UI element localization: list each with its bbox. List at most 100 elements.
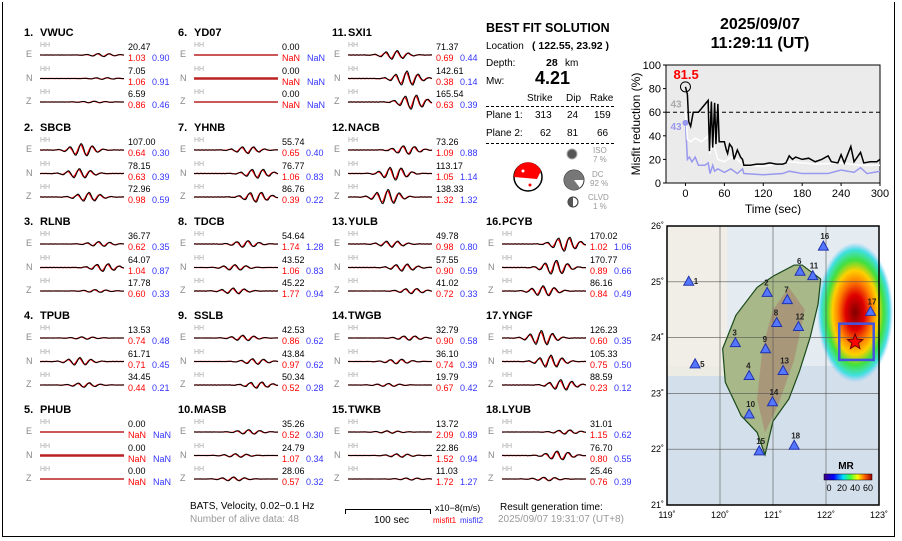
station-marker-icon[interactable]	[777, 364, 789, 376]
station-number: 6.	[178, 27, 188, 39]
station-marker-icon[interactable]	[792, 320, 805, 331]
observed-trace	[40, 77, 124, 80]
station-waveforms	[347, 145, 433, 205]
station-marker-icon[interactable]	[753, 444, 766, 456]
station-marker-icon[interactable]	[729, 336, 742, 348]
component-label: Z	[26, 285, 32, 295]
misfit2-value: NaN	[153, 453, 172, 464]
station-marker-label: 14	[769, 388, 778, 397]
station-marker-icon[interactable]	[689, 357, 701, 369]
station-marker-icon[interactable]	[806, 269, 819, 281]
station-marker-icon[interactable]	[759, 342, 772, 354]
station-waveforms	[193, 334, 279, 389]
observed-trace	[347, 453, 432, 458]
observed-trace	[501, 354, 587, 368]
misfit1-value: 0.23	[590, 383, 608, 393]
misfit2-value: 0.33	[152, 289, 170, 299]
colorbar-tick-label: 0	[826, 483, 831, 493]
band-label: HH	[194, 466, 205, 473]
station-marker-icon[interactable]	[817, 240, 830, 251]
x-tick-label: 240	[832, 188, 850, 200]
band-label: HH	[40, 325, 51, 332]
station-marker-icon[interactable]	[743, 369, 755, 381]
station-marker-icon[interactable]	[794, 265, 806, 276]
band-label: HH	[348, 231, 359, 238]
amplitude-value: 88.59	[590, 372, 613, 382]
amplitude-value: 76.70	[590, 442, 613, 453]
event-date: 2025/09/07	[719, 16, 801, 33]
search-region-box	[838, 322, 875, 362]
observed-trace	[347, 94, 433, 111]
station-name: SBCB	[40, 122, 72, 134]
station-marker-icon[interactable]	[770, 316, 783, 328]
misfit2-legend: misfit2	[460, 516, 484, 525]
station-number: 8.	[178, 216, 188, 228]
component-label: N	[180, 261, 187, 272]
component-label: Z	[488, 379, 494, 389]
plane2-dip: 81	[567, 128, 579, 139]
misfit1-value: NaN	[128, 430, 147, 440]
amplitude-value: 13.72	[436, 419, 459, 429]
observed-trace	[39, 240, 125, 247]
misfit1-value: 0.75	[590, 359, 608, 370]
band-label: HH	[348, 442, 359, 450]
observed-trace	[347, 188, 433, 205]
misfit1-value: 1.05	[436, 171, 454, 182]
misfit1-value: 1.06	[282, 265, 300, 276]
band-label: HH	[40, 160, 51, 168]
station-marker-icon[interactable]	[682, 275, 695, 286]
station-marker-icon[interactable]	[761, 286, 774, 297]
station-waveforms	[347, 49, 433, 111]
observed-trace	[502, 330, 587, 346]
band-label: HH	[40, 231, 51, 238]
component-label: N	[334, 72, 341, 83]
station-number: 14.	[332, 310, 348, 322]
band-label: HH	[40, 466, 51, 473]
station-waveforms	[40, 431, 124, 480]
observed-trace	[193, 168, 279, 179]
station-marker-icon[interactable]	[788, 439, 801, 450]
station-marker-icon[interactable]	[743, 408, 755, 419]
depth-label: Depth:	[486, 58, 516, 69]
misfit1-value: NaN	[128, 453, 147, 464]
component-label: Z	[180, 285, 186, 295]
misfit2-value: 0.83	[306, 171, 324, 182]
x-axis-label: Time (sec)	[745, 202, 801, 215]
colorbar	[823, 473, 873, 481]
result-time: 2025/09/07 19:31:07 (UT+8)	[498, 514, 624, 525]
misfit1-value: 0.62	[128, 242, 146, 252]
station-marker-icon[interactable]	[766, 395, 779, 407]
colorbar-tick-label: 40	[850, 483, 860, 493]
misfit1-value: 0.86	[282, 336, 300, 346]
misfit2-value: 0.88	[460, 148, 478, 158]
observed-trace	[501, 378, 587, 391]
misfit2-value: 0.32	[306, 477, 324, 487]
misfit1-value: 0.65	[282, 148, 300, 158]
station-waveforms	[501, 429, 587, 482]
dc-icon	[563, 169, 585, 191]
amplitude-value: 17.78	[128, 278, 151, 288]
misfit1-value: 1.32	[436, 195, 454, 205]
band-label: HH	[194, 419, 205, 426]
lat-tick-label: 22˚	[651, 444, 664, 454]
station-name: YD07	[194, 27, 222, 39]
component-label: Z	[488, 473, 494, 483]
mechanism-graphics	[513, 148, 585, 208]
station-number: 3.	[24, 216, 34, 228]
misfit2-value: 1.14	[460, 171, 478, 182]
station-marker-label: 15	[756, 437, 765, 446]
lat-tick-label: 25˚	[651, 277, 664, 287]
station-marker-icon[interactable]	[864, 305, 877, 316]
y-tick-label: 60	[649, 107, 661, 119]
amplitude-value: 41.02	[436, 278, 459, 288]
band-label: HH	[194, 137, 205, 144]
amplitude-value: 35.26	[282, 419, 305, 429]
colorbar-tick-label: 60	[863, 483, 873, 493]
station-waveforms	[347, 240, 433, 295]
amplitude-value: 105.33	[590, 348, 618, 359]
station-marker-icon[interactable]	[781, 293, 794, 305]
component-label: N	[488, 355, 495, 366]
station-waveforms	[501, 236, 587, 297]
station-waveforms	[39, 52, 125, 104]
component-label: Z	[26, 96, 32, 106]
